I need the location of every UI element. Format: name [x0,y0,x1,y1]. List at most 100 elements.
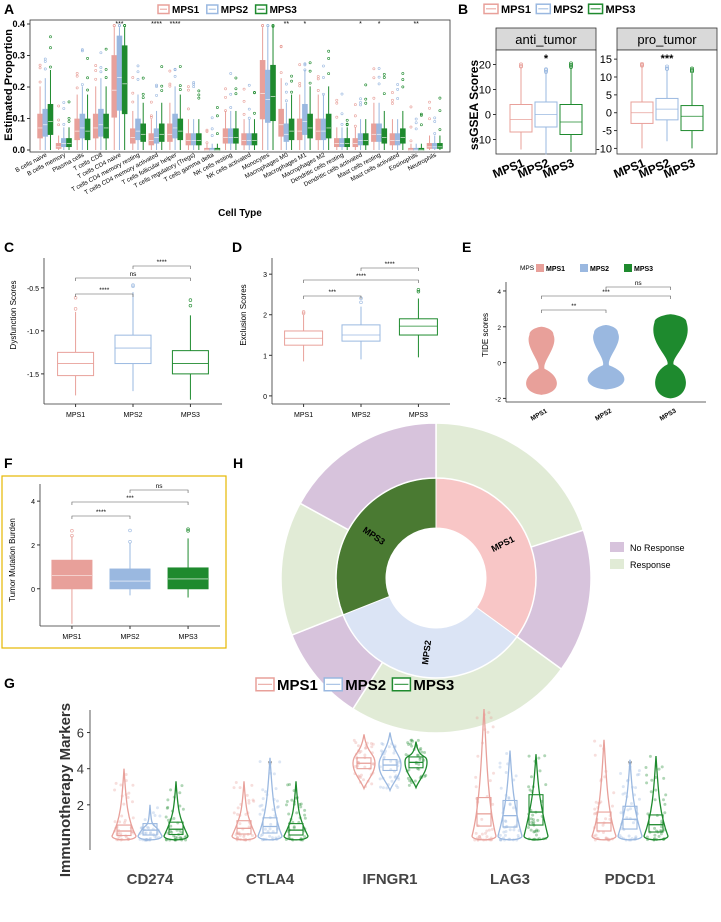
panel-a-box-mps1-box [37,113,43,139]
panel-a-outlier [242,99,246,103]
panel-e-ytick-label: -2 [495,396,501,403]
panel-f-letter: F [4,455,13,471]
panel-g-point [353,765,357,769]
panel-a-legend-label-mps1: MPS1 [172,5,200,16]
panel-a-outlier [86,57,89,60]
panel-a-outlier [428,100,431,104]
panel-g-point [359,749,363,753]
panel-g-point [503,833,507,837]
box-mps2-box [114,334,152,365]
panel-a-outlier [298,63,302,67]
panel-g-box [648,814,664,833]
comparison-bracket [75,277,191,281]
panel-e-violin-mps1 [526,326,557,395]
panel-g-point [113,820,117,824]
panel-g-point [245,793,249,797]
panel-a-outlier [284,82,288,86]
xtick-label: MPS3 [179,634,198,641]
panel-a-outlier [197,96,201,100]
panel-g-point [593,753,597,757]
panel-a-outlier [327,72,331,76]
panel-g-point [261,788,265,792]
panel-g-gene-label: CD274 [127,871,174,888]
outlier [186,529,190,533]
panel-g-legend-label-mps3: MPS3 [413,677,454,694]
panel-a-outlier [364,83,368,87]
panel-g: G MPS1 MPS2 MPS3 Immunotherapy Markers 2 4 6… [4,675,669,888]
panel-g-ytick-label: 6 [77,726,84,741]
panel-a-outlier [75,74,79,78]
comparison-bracket [75,293,134,297]
ytick-label: 3 [263,272,267,279]
panel-a-outlier [192,81,196,84]
panel-a-outlier [433,116,437,120]
panel-a-outlier [401,85,405,89]
panel-g-point [356,744,360,748]
panel-g-violin [471,708,497,841]
panel-g-point [593,807,597,811]
panel-a-box-mps1-box [241,133,247,146]
panel-b-ytick-label: 0 [485,110,491,122]
panel-g-point [235,835,239,839]
panel-g-point [371,762,375,766]
outlier [188,303,193,308]
panel-a-significance: ** [284,21,290,28]
panel-a-outlier [187,85,190,89]
panel-a-outlier [242,87,246,91]
panel-a-outlier [224,95,227,99]
panel-g-box [288,823,304,836]
panel-e-legend-key-mps1 [536,264,544,272]
panel-g-point [275,805,279,809]
panel-g-point [536,818,540,822]
panel-g-point [663,802,667,806]
panel-a-box-mps3-box [84,118,91,141]
panel-g-point [268,834,272,838]
panel-e-bracket-significance: ns [635,280,643,287]
panel-a-box-mps1-box [296,118,303,141]
panel-a-outlier [80,49,84,53]
panel-a-outlier [112,24,116,27]
panel-g-point [604,817,608,821]
panel-g-point [292,825,296,829]
panel-g-point [657,767,661,771]
panel-g-violin [591,739,617,841]
panel-a-outlier [224,109,227,113]
panel-g-violin [617,759,643,841]
panel-a-box-mps3-box [66,138,72,148]
panel-a-outlier [178,88,182,91]
panel-h-inner-label: MPS2 [420,640,433,666]
panel-b-ytick-label: 20 [479,60,491,72]
panel-g-point [169,788,173,792]
panel-a-outlier [308,69,312,73]
panel-a-outlier [279,44,283,48]
panel-a-outlier [391,102,394,105]
panel-a-outlier [205,130,209,133]
panel-g-point [417,767,421,771]
panel-a-significance: * [378,21,381,28]
panel-a-outlier [335,98,339,102]
panel-a-outlier [353,114,357,118]
panel-g-point [514,774,518,778]
ytick-label: 2 [31,543,35,550]
panel-a-outlier [62,123,66,126]
panel-g-point [363,753,367,757]
panel-a-box-mps2-box [246,133,253,146]
panel-g-point [263,827,267,831]
panel-a-xlabel: Cell Type [218,208,262,219]
panel-g-legend-label-mps1: MPS1 [277,677,318,694]
panel-g-point [532,830,536,834]
panel-g-point [424,773,428,777]
panel-g-point [416,753,420,757]
panel-g-point [170,830,174,834]
panel-a-outlier [38,80,42,84]
panel-a-outlier [340,123,344,126]
ytick-label: 1 [263,353,267,360]
panel-g-point [637,772,641,776]
panel-b-outlier [640,61,644,66]
panel-a-outlier [247,116,251,120]
ytick-label: -1.5 [27,372,39,379]
panel-a-outlier [247,83,251,87]
panel-a-outlier [75,71,79,75]
panel-a-outlier [229,106,233,109]
